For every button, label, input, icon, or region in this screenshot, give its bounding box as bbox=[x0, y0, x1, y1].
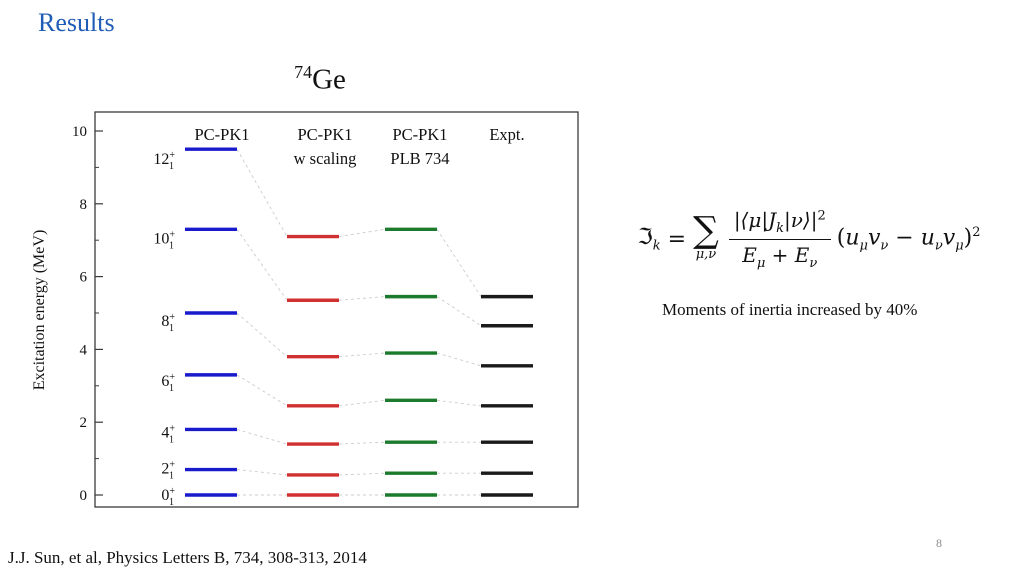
equals-sign: = bbox=[667, 226, 687, 252]
y-tick-label: 8 bbox=[80, 197, 88, 213]
page-number: 8 bbox=[936, 536, 942, 550]
y-tick-label: 6 bbox=[80, 270, 88, 286]
caption-moments-of-inertia: Moments of inertia increased by 40% bbox=[662, 300, 918, 319]
level-connector bbox=[338, 399, 386, 407]
level-connector bbox=[338, 296, 386, 301]
fraction-numerator: |⟨μ|Jk|ν⟩|2 bbox=[728, 208, 831, 240]
chart-title: 74Ge bbox=[260, 62, 380, 97]
formula-tail: (uμvν − uνvμ)2 bbox=[836, 224, 981, 254]
level-connector bbox=[236, 429, 288, 445]
y-tick-label: 10 bbox=[72, 124, 87, 140]
state-label: 10+ 1 bbox=[153, 229, 175, 251]
formula-lhs: ℑk bbox=[637, 224, 661, 254]
state-label: 2+ 1 bbox=[161, 460, 175, 482]
energy-level-chart-svg: 0 2 4 6 8 10 Excitation energy (MeV) PC-PK1 PC-P… bbox=[31, 111, 579, 508]
level-connector bbox=[436, 296, 482, 327]
level-connector bbox=[236, 469, 288, 476]
state-label: 8+ 1 bbox=[161, 312, 175, 334]
column-header-line2: PLB 734 bbox=[390, 149, 449, 168]
state-label: 4+ 1 bbox=[161, 423, 175, 445]
sigma-symbol: ∑ bbox=[693, 209, 719, 251]
level-connector bbox=[236, 374, 288, 407]
y-tick-label: 4 bbox=[80, 342, 88, 358]
level-connector bbox=[338, 352, 386, 358]
level-connector bbox=[436, 399, 482, 407]
y-axis-label: Excitation energy (MeV) bbox=[31, 230, 48, 391]
column-header: PC-PK1 bbox=[194, 125, 249, 144]
state-label: 0+ 1 bbox=[161, 486, 175, 508]
level-connector bbox=[338, 228, 386, 238]
level-connector bbox=[236, 229, 288, 301]
energy-level-chart: 74Ge 0 2 4 6 8 10 Excitation energy (MeV) PC-PK… bbox=[30, 62, 590, 518]
level-connector bbox=[338, 441, 386, 445]
level-connector bbox=[236, 148, 288, 237]
level-connector bbox=[338, 472, 386, 476]
level-connector bbox=[436, 352, 482, 367]
chart-title-mass: 74 bbox=[294, 62, 313, 82]
column-header-line2: w scaling bbox=[294, 149, 357, 168]
plot-border bbox=[94, 111, 579, 508]
summation-indices: μ,ν bbox=[695, 247, 717, 263]
level-connector bbox=[436, 229, 482, 297]
y-tick-label: 2 bbox=[80, 415, 88, 431]
state-label: 12+ 1 bbox=[153, 150, 175, 172]
y-tick-label: 0 bbox=[80, 488, 88, 504]
summation: ∑ μ,ν bbox=[693, 209, 719, 263]
slide-title: Results bbox=[38, 8, 115, 37]
column-header: PC-PK1 bbox=[297, 125, 352, 144]
level-connector bbox=[236, 312, 288, 358]
fraktur-I-symbol: ℑ bbox=[637, 224, 653, 250]
column-header: Expt. bbox=[489, 125, 524, 144]
state-label: 6+ 1 bbox=[161, 372, 175, 394]
chart-title-element: Ge bbox=[312, 63, 346, 96]
citation: J.J. Sun, et al, Physics Letters B, 734,… bbox=[8, 548, 367, 567]
fraction-denominator: Eμ + Eν bbox=[742, 242, 818, 271]
moment-of-inertia-formula: ℑk = ∑ μ,ν |⟨μ|Jk|ν⟩|2 Eμ + Eν (uμvν − uν… bbox=[594, 200, 1024, 278]
fraction: |⟨μ|Jk|ν⟩|2 Eμ + Eν bbox=[728, 208, 831, 271]
column-header: PC-PK1 bbox=[392, 125, 447, 144]
